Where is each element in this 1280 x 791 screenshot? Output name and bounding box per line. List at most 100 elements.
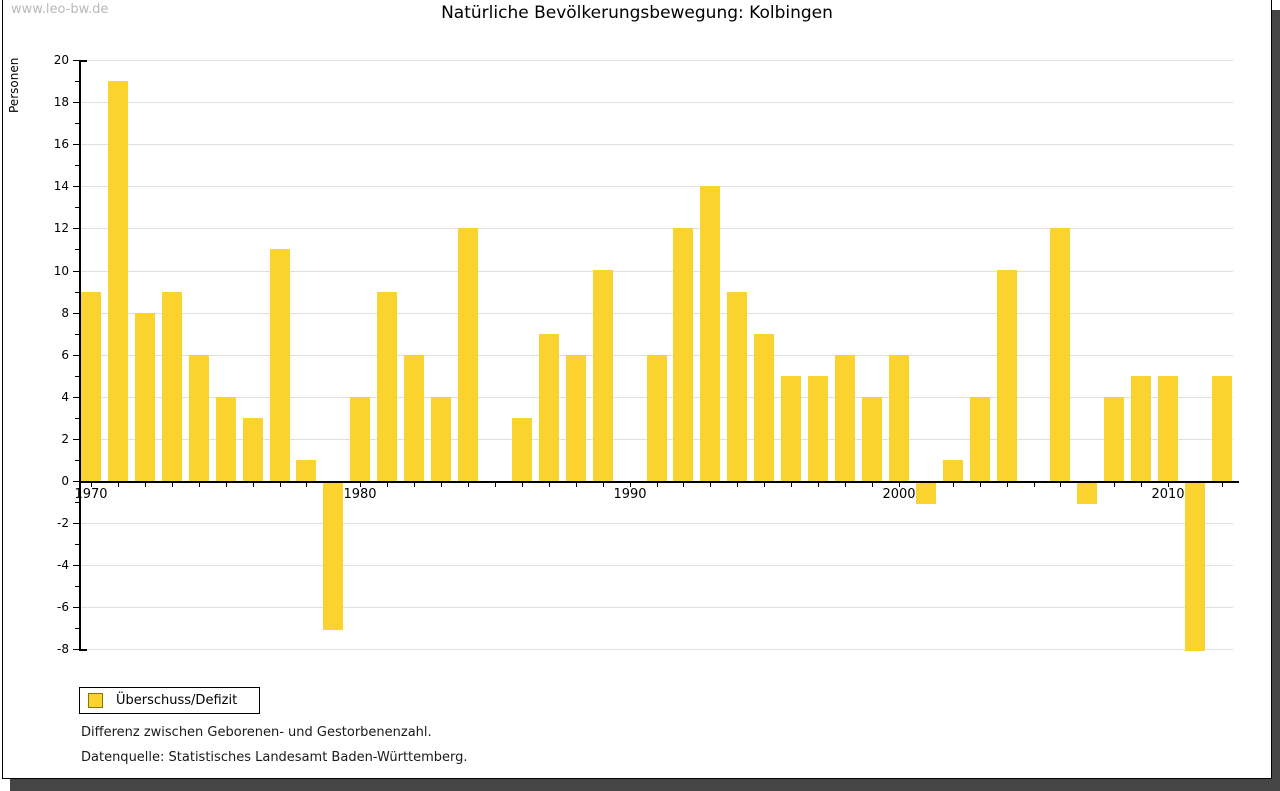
watermark-link[interactable]: www.leo-bw.de <box>11 2 109 17</box>
x-axis-tick <box>980 483 981 487</box>
gridline <box>79 271 1233 272</box>
y-axis-tick <box>75 123 79 124</box>
y-tick-label: -2 <box>57 516 69 530</box>
y-axis-tick <box>75 502 79 503</box>
x-axis-tick <box>737 483 738 487</box>
bar-1976 <box>243 418 263 481</box>
y-tick-label: 18 <box>53 95 69 109</box>
x-tick-label: 2000 <box>882 487 916 502</box>
x-axis-tick <box>549 483 550 487</box>
bar-2007 <box>1077 483 1097 504</box>
bar-2008 <box>1104 397 1124 481</box>
bar-2006 <box>1050 228 1070 481</box>
y-axis-tick <box>73 313 79 314</box>
bar-1988 <box>566 355 586 481</box>
bar-1981 <box>377 292 397 481</box>
bar-1979 <box>323 483 343 630</box>
y-tick-label: 0 <box>61 474 69 488</box>
y-axis-tick <box>73 144 79 145</box>
bar-2003 <box>970 397 990 481</box>
gridline <box>79 102 1233 103</box>
x-tick-label: 1970 <box>74 487 108 502</box>
y-tick-label: -8 <box>57 642 69 656</box>
y-axis-endcap <box>79 60 87 62</box>
footnote-description: Differenz zwischen Geborenen- und Gestor… <box>81 725 432 740</box>
y-axis-tick <box>73 649 79 650</box>
y-axis-tick <box>73 481 79 482</box>
bar-1982 <box>404 355 424 481</box>
bar-1986 <box>512 418 532 481</box>
x-axis-tick <box>630 483 631 487</box>
y-tick-label: 2 <box>61 432 69 446</box>
bar-1972 <box>135 313 155 481</box>
y-tick-label: -4 <box>57 558 69 572</box>
x-axis-tick <box>1168 483 1169 487</box>
x-axis-tick <box>791 483 792 487</box>
gridline <box>79 60 1233 61</box>
x-tick-label: 1980 <box>343 487 377 502</box>
y-tick-label: 14 <box>53 179 69 193</box>
y-tick-label: 4 <box>61 390 69 404</box>
y-tick-label: 16 <box>53 137 69 151</box>
y-axis-endcap <box>79 649 87 651</box>
y-axis-line <box>79 60 81 651</box>
y-axis-tick <box>73 271 79 272</box>
x-axis-tick <box>1222 483 1223 487</box>
bar-1991 <box>647 355 667 481</box>
bar-1997 <box>808 376 828 481</box>
x-axis-tick <box>172 483 173 487</box>
bar-2004 <box>997 270 1017 481</box>
bar-1977 <box>270 249 290 481</box>
gridline <box>79 649 1233 650</box>
x-axis-tick <box>576 483 577 487</box>
bar-2009 <box>1131 376 1151 481</box>
bar-1970 <box>81 292 101 481</box>
x-axis-tick <box>899 483 900 487</box>
y-tick-label: -6 <box>57 600 69 614</box>
gridline <box>79 607 1233 608</box>
bar-1974 <box>189 355 209 481</box>
bar-2002 <box>943 460 963 481</box>
bar-1993 <box>700 186 720 481</box>
y-tick-label: 12 <box>53 221 69 235</box>
y-axis-tick <box>73 565 79 566</box>
x-tick-label: 1990 <box>613 487 647 502</box>
bar-1984 <box>458 228 478 481</box>
y-axis-tick <box>73 607 79 608</box>
gridline <box>79 186 1233 187</box>
x-axis-tick <box>1007 483 1008 487</box>
gridline <box>79 313 1233 314</box>
x-tick-label: 2010 <box>1151 487 1185 502</box>
y-axis-tick <box>73 102 79 103</box>
bar-1971 <box>108 81 128 481</box>
bar-1999 <box>862 397 882 481</box>
y-tick-label: 20 <box>53 53 69 67</box>
y-axis-tick <box>75 292 79 293</box>
x-axis-tick <box>953 483 954 487</box>
y-axis-tick <box>73 523 79 524</box>
y-axis-tick <box>73 439 79 440</box>
bar-chart-plot-area: -8 -6 -4 -2 0 2 4 6 8 10 12 14 16 18 20 1970 1980 1990 200… <box>3 0 1273 699</box>
x-axis-tick <box>253 483 254 487</box>
y-axis-tick <box>73 228 79 229</box>
legend-label: Überschuss/Defizit <box>116 693 238 708</box>
gridline <box>79 144 1233 145</box>
x-axis-tick <box>360 483 361 487</box>
x-axis-tick <box>387 483 388 487</box>
bar-2012 <box>1212 376 1232 481</box>
x-axis-line <box>79 481 1239 483</box>
x-axis-tick <box>845 483 846 487</box>
y-axis-tick <box>73 60 79 61</box>
bar-1987 <box>539 334 559 481</box>
y-axis-tick <box>75 376 79 377</box>
bar-1998 <box>835 355 855 481</box>
bar-2011 <box>1185 483 1205 651</box>
legend-swatch <box>88 693 103 708</box>
page-frame: www.leo-bw.de Natürliche Bevölkerungsbew… <box>2 0 1272 779</box>
bar-2010 <box>1158 376 1178 481</box>
x-axis-tick <box>1141 483 1142 487</box>
y-axis-tick <box>75 207 79 208</box>
y-tick-label: 8 <box>61 306 69 320</box>
y-axis-tick <box>75 334 79 335</box>
y-tick-label: 6 <box>61 348 69 362</box>
